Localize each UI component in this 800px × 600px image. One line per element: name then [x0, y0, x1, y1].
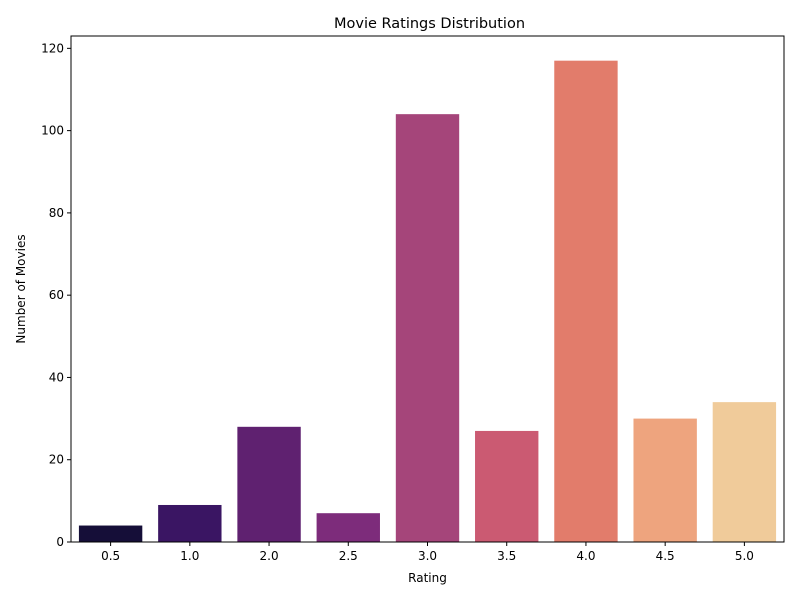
bar-0.5: [78, 525, 143, 542]
x-tick-label: 4.5: [656, 549, 675, 563]
y-axis-ticks: 0 20 40 60 80 100 120: [41, 41, 71, 549]
bar-2.0: [237, 426, 301, 542]
bar-2.5: [316, 513, 380, 542]
x-axis-ticks: 0.5 1.0 2.0 2.5 3.0 3.5 4.0 4.5 5.0: [101, 542, 754, 563]
x-tick-label: 2.5: [339, 549, 358, 563]
bars-group: [78, 60, 777, 543]
x-tick-label: 2.0: [260, 549, 279, 563]
y-tick-label: 60: [49, 288, 64, 302]
bar-1.0: [158, 504, 222, 542]
x-tick-label: 1.0: [180, 549, 199, 563]
x-tick-label: 3.5: [497, 549, 516, 563]
y-tick-label: 80: [49, 206, 64, 220]
bar-4.0: [554, 60, 618, 543]
y-tick-label: 20: [49, 453, 64, 467]
y-axis-title: Number of Movies: [14, 234, 28, 343]
x-tick-label: 0.5: [101, 549, 120, 563]
x-axis-title: Rating: [408, 571, 447, 585]
y-tick-label: 40: [49, 370, 64, 384]
y-tick-label: 0: [56, 535, 64, 549]
bar-3.5: [475, 430, 539, 542]
y-tick-label: 100: [41, 124, 64, 138]
plot-frame: [70, 35, 785, 543]
y-tick-label: 120: [41, 41, 64, 55]
bar-3.0: [395, 114, 460, 542]
chart-title: Movie Ratings Distribution: [334, 16, 525, 32]
bar-4.5: [633, 418, 697, 542]
x-tick-label: 4.0: [576, 549, 595, 563]
x-tick-label: 5.0: [735, 549, 754, 563]
bar-5.0: [712, 402, 777, 542]
x-tick-label: 3.0: [418, 549, 437, 563]
